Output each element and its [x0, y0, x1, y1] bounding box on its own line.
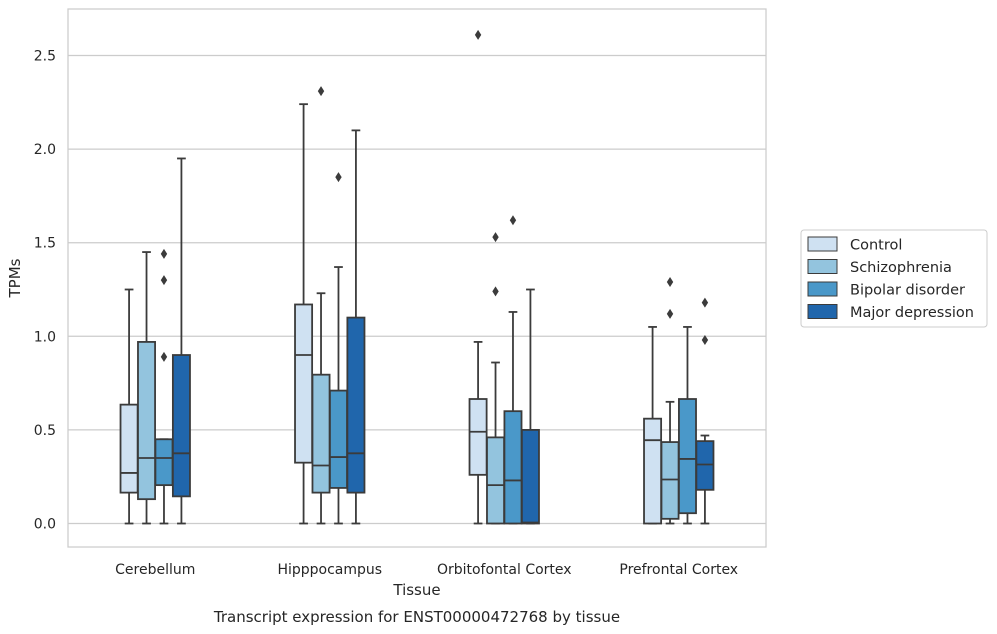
x-axis-label: Tissue — [392, 581, 440, 599]
y-tick-label: 2.0 — [34, 142, 56, 158]
box-2-2 — [503, 215, 523, 525]
box — [154, 438, 174, 487]
outlier-point — [666, 277, 674, 288]
y-tick-label: 2.5 — [34, 49, 56, 65]
outlier-point — [666, 308, 674, 319]
box-3-2 — [678, 326, 697, 525]
y-tick-label: 0.0 — [34, 517, 56, 533]
x-tick-labels: Cerebellum Hipppocampus Orbitofontal Corte… — [115, 562, 738, 578]
outlier-point — [474, 29, 482, 40]
legend-swatch — [807, 304, 838, 319]
box-3-1 — [660, 277, 680, 525]
legend-swatch — [807, 259, 838, 274]
y-tick-label: 0.5 — [34, 423, 56, 439]
y-tick-label: 1.5 — [34, 236, 56, 252]
legend-label: Major depression — [850, 305, 974, 321]
outlier-point — [160, 351, 168, 362]
x-tick-label: Hipppocampus — [277, 562, 382, 578]
box — [329, 389, 348, 489]
box-0-1 — [137, 251, 156, 525]
legend-frame — [800, 229, 988, 328]
outlier-point — [701, 335, 709, 346]
box-0-2 — [154, 248, 174, 525]
box — [119, 403, 139, 494]
box — [311, 373, 331, 494]
box — [486, 436, 505, 525]
outlier-point — [317, 86, 325, 97]
y-axis-label: TPMs — [6, 258, 24, 298]
box-0-3 — [171, 157, 191, 525]
outlier-point — [492, 232, 499, 243]
box-2-3 — [520, 288, 540, 525]
x-tick-label: Cerebellum — [115, 562, 195, 578]
box-2-1 — [486, 232, 505, 525]
outlier-point — [160, 248, 168, 259]
legend-label: Schizophrenia — [850, 260, 952, 276]
box-0-0 — [119, 288, 139, 525]
box — [503, 410, 523, 525]
outlier-point — [701, 297, 709, 308]
legend-label: Bipolar disorder — [850, 283, 965, 299]
box — [678, 398, 697, 515]
box — [695, 440, 715, 491]
outlier-point — [509, 215, 517, 226]
box-layer — [119, 29, 715, 525]
legend-swatch — [807, 236, 838, 252]
box-1-3 — [346, 129, 366, 525]
box-1-0 — [294, 103, 314, 525]
y-tick-label: 1.0 — [34, 329, 56, 345]
y-tick-labels: 0.0 0.5 1.0 1.5 2.0 2.5 — [34, 49, 56, 533]
legend-swatch — [807, 281, 838, 297]
chart-caption: Transcript expression for ENST0000047276… — [213, 608, 620, 626]
box — [171, 354, 191, 498]
x-tick-label: Prefrontal Cortex — [619, 562, 738, 578]
outlier-point — [160, 275, 168, 286]
box — [468, 398, 488, 476]
box — [643, 417, 663, 525]
box-2-0 — [468, 29, 488, 525]
box — [294, 303, 314, 464]
box-1-2 — [329, 172, 348, 525]
outlier-point — [335, 172, 342, 183]
box-3-3 — [695, 297, 715, 525]
outlier-point — [492, 286, 499, 297]
box-1-1 — [311, 86, 331, 525]
legend-label: Control — [850, 238, 902, 254]
box — [660, 441, 680, 520]
legend: Control Schizophrenia Bipolar disorder Majo… — [800, 229, 988, 328]
box — [520, 428, 540, 525]
box-3-0 — [643, 326, 663, 525]
x-tick-label: Orbitofontal Cortex — [437, 562, 572, 578]
box — [137, 341, 156, 501]
plot-frame — [67, 8, 767, 548]
box — [346, 316, 366, 494]
